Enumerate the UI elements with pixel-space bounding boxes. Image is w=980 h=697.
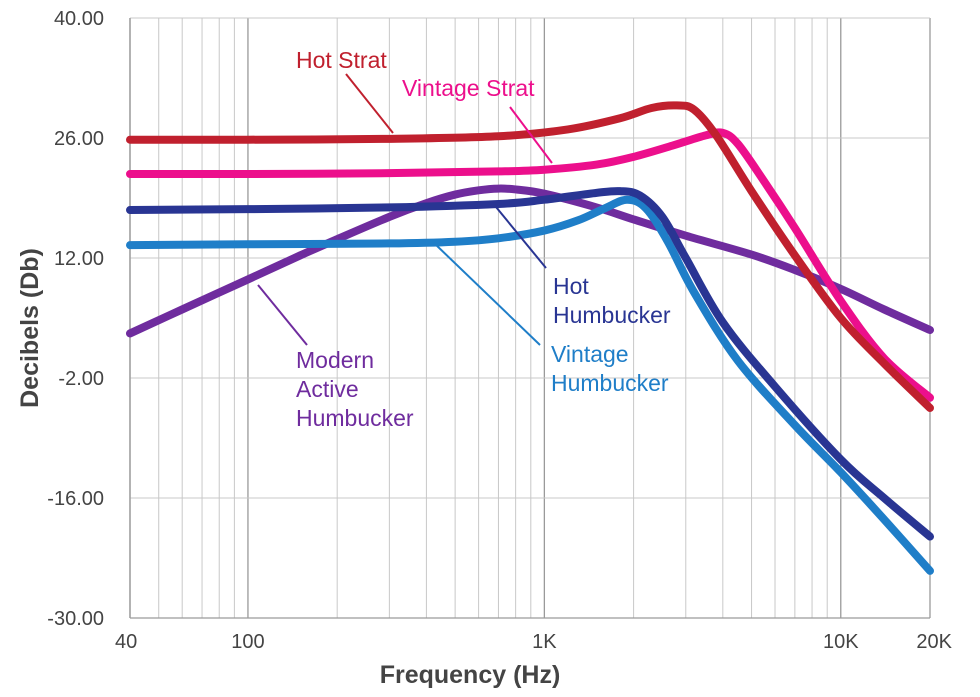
x-axis-title: Frequency (Hz) [380,661,561,689]
series-label-line: Modern [296,347,374,373]
series-label-vintage-humbucker: Vintage Humbucker [551,341,669,396]
leader-line-hot-strat [345,73,394,134]
y-tick-label: 12.00 [54,248,104,270]
leader-line-vintage-strat [509,106,553,164]
series-label-line: Vintage [551,341,629,367]
series-label-vintage-strat: Vintage Strat [402,75,535,101]
series-label-line: Active [296,376,359,402]
axes: 40.00 26.00 12.00 -2.00 -16.00 -30.00 40 100 1K 1… [16,8,953,689]
series-label-line: Humbucker [551,370,669,396]
leader-line-hot-humbucker [495,206,547,269]
x-tick-label: 40 [115,631,137,653]
y-tick-label: -16.00 [47,488,104,510]
series-line-hot-humbucker [126,187,934,541]
series-label-line: Hot [553,273,589,299]
series-label-line: Humbucker [296,405,414,431]
series-line-vintage-strat [126,128,934,402]
grid [129,17,931,619]
y-tick-label: 40.00 [54,8,104,30]
series-label-line: Vintage Strat [402,75,535,101]
x-tick-label: 20K [916,631,952,653]
x-tick-label: 1K [532,631,557,653]
series-line-modern-active-humbucker [126,184,934,338]
x-tick-label: 100 [231,631,264,653]
series-label-hot-humbucker: Hot Humbucker [553,273,671,328]
y-tick-label: 26.00 [54,128,104,150]
series-line-vintage-humbucker [126,195,934,575]
x-tick-label: 10K [823,631,859,653]
y-tick-label: -30.00 [47,608,104,630]
series-label-hot-strat: Hot Strat [296,47,387,73]
leader-line-modern-active-humbucker [257,284,308,346]
series-line-hot-strat [126,101,934,412]
series-label-line: Humbucker [553,302,671,328]
y-axis-title: Decibels (Db) [16,248,44,408]
leader-line-vintage-humbucker [433,242,541,346]
series-lines [126,101,934,575]
y-tick-label: -2.00 [58,368,104,390]
series-label-modern-active-humbucker: Modern Active Humbucker [296,347,414,431]
series-label-line: Hot Strat [296,47,387,73]
